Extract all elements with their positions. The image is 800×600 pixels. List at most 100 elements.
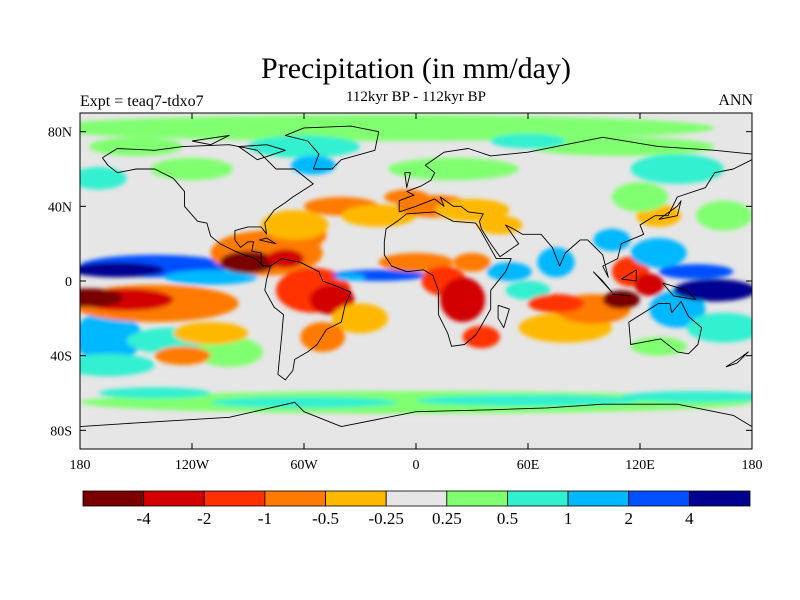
x-tick-label: 0 <box>413 458 420 473</box>
coastline <box>80 401 752 428</box>
anomaly-region <box>332 303 388 334</box>
coastline <box>611 293 632 297</box>
x-tick-label: 120W <box>175 458 210 473</box>
anomaly-region <box>80 114 715 141</box>
anomaly-region <box>416 394 640 407</box>
coastline <box>398 136 752 278</box>
anomaly-region <box>173 322 248 345</box>
colorbar-label: -0.25 <box>368 509 403 528</box>
colorbar-swatch <box>507 490 569 507</box>
coastline <box>497 304 510 329</box>
colorbar-label: 1 <box>564 509 573 528</box>
anomaly-region <box>593 228 631 252</box>
anomaly-region <box>528 137 715 156</box>
anomaly-region <box>261 210 329 240</box>
anomaly-region <box>630 337 687 356</box>
anomaly-region <box>290 155 336 175</box>
anomaly-region <box>248 135 360 158</box>
coastlines <box>80 125 752 428</box>
coastline <box>259 237 277 245</box>
anomaly-region <box>528 294 584 313</box>
colorbar-label: -0.5 <box>312 509 339 528</box>
colorbar-swatch <box>203 490 266 507</box>
chart-subtitle: 112kyr BP - 112kyr BP <box>345 89 486 105</box>
colorbar-swatch <box>385 490 448 507</box>
colorbar: -4 -2 -1 -0.5 -0.25 0.25 0.5 1 2 4 <box>82 490 751 528</box>
anomaly-region <box>477 215 523 235</box>
y-tick-label: 80N <box>48 126 72 141</box>
colorbar-swatch <box>446 490 508 507</box>
coastline <box>592 271 613 293</box>
coastline <box>284 125 380 170</box>
colorbar-label: -2 <box>197 509 211 528</box>
coastline <box>658 200 682 220</box>
anomaly-region <box>602 290 640 309</box>
chart-title: Precipitation (in mm/day) <box>261 52 571 85</box>
coastline <box>102 144 314 267</box>
anomaly-region <box>220 251 276 274</box>
coastline <box>725 351 749 368</box>
anomaly-region <box>80 428 752 449</box>
anomaly-region <box>434 198 510 222</box>
coastline <box>383 211 512 347</box>
anomaly-region <box>164 269 258 285</box>
coastline <box>404 172 411 188</box>
anomaly-region <box>150 157 234 181</box>
anomaly-region <box>378 253 454 272</box>
anomaly-region <box>98 387 211 399</box>
colorbar-swatch <box>264 490 326 507</box>
colorbar-label: 0.25 <box>432 509 462 528</box>
anomaly-contours <box>80 114 752 449</box>
anomaly-region <box>630 238 687 268</box>
coastline <box>621 269 637 282</box>
colorbar-swatch <box>143 490 205 507</box>
x-tick-label: 180 <box>742 458 763 473</box>
anomaly-region <box>195 337 263 367</box>
colorbar-label: 2 <box>624 509 633 528</box>
anomaly-region <box>210 396 398 408</box>
y-tick-label: 80S <box>50 424 72 439</box>
anomaly-region <box>266 249 305 268</box>
coastline <box>662 282 697 301</box>
colorbar-swatch <box>628 490 690 507</box>
anomaly-region <box>80 288 123 308</box>
colorbar-label: -4 <box>137 509 152 528</box>
colorbar-swatch <box>567 490 630 507</box>
anomaly-region <box>384 189 430 205</box>
x-tick-label: 120E <box>625 458 655 473</box>
colorbar-swatch <box>325 490 387 507</box>
coastline <box>264 258 352 381</box>
anomaly-region <box>696 200 752 231</box>
colorbar-label: -1 <box>258 509 272 528</box>
anomaly-region <box>154 346 211 365</box>
anomaly-region <box>453 253 491 272</box>
anomaly-region <box>80 353 155 377</box>
anomaly-region <box>490 133 566 149</box>
experiment-label: Expt = teaq7-tdxo7 <box>80 93 204 110</box>
anomaly-region <box>537 247 575 278</box>
anomaly-region <box>505 281 551 300</box>
anomaly-region <box>673 279 752 302</box>
anomaly-region <box>612 182 668 212</box>
anomaly-region <box>621 391 752 403</box>
anomaly-region <box>486 262 532 281</box>
y-tick-label: 40S <box>50 350 72 365</box>
precipitation-field <box>80 113 752 449</box>
anomaly-region <box>300 322 346 352</box>
anomaly-region <box>89 137 183 156</box>
x-tick-label: 60E <box>517 458 540 473</box>
anomaly-region <box>630 154 724 184</box>
anomaly-region <box>440 277 486 323</box>
anomaly-region <box>80 262 164 278</box>
coastline <box>238 144 286 161</box>
anomaly-region <box>388 157 519 181</box>
anomaly-region <box>335 273 366 281</box>
coastline <box>628 301 703 355</box>
anomaly-region <box>462 325 501 349</box>
colorbar-swatch <box>688 490 751 507</box>
colorbar-label: 0.5 <box>497 509 518 528</box>
y-tick-label: 40N <box>48 200 72 215</box>
anomaly-region <box>658 264 734 280</box>
anomaly-region <box>80 167 127 190</box>
